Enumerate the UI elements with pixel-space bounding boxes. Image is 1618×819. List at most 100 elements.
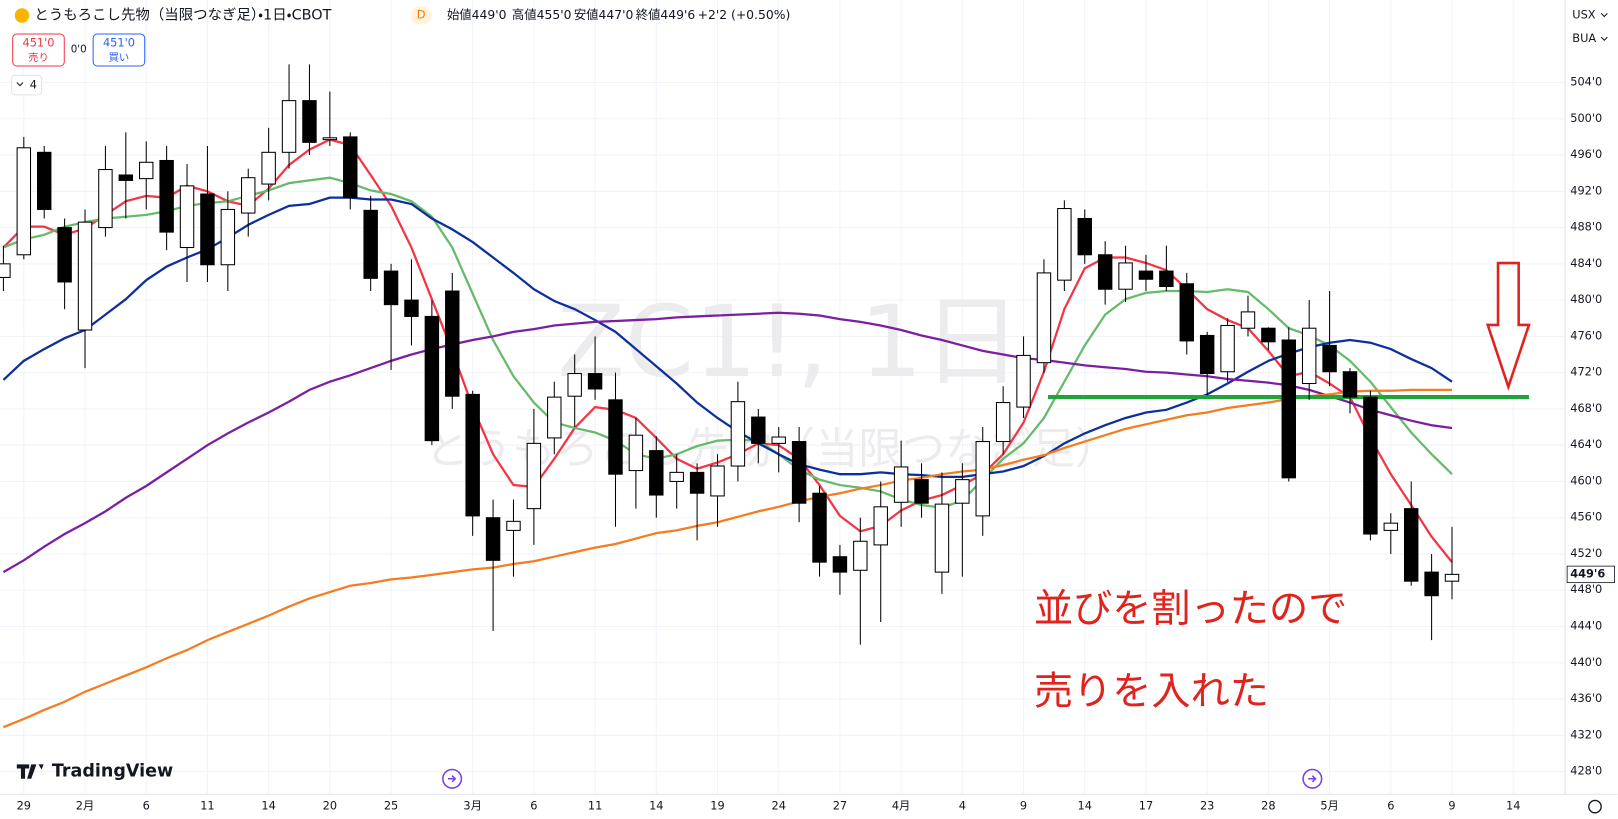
x-tick-label: 2月 xyxy=(76,799,95,813)
x-tick-label: 14 xyxy=(1506,799,1520,813)
sell-label: 売り xyxy=(28,51,49,64)
candle-body xyxy=(832,556,848,573)
down-arrow xyxy=(1485,261,1531,391)
ohlc-low: 安値447'0 xyxy=(574,7,634,22)
price-axis-panel xyxy=(1565,0,1618,819)
y-tick-label: 488'0 xyxy=(1570,220,1602,234)
candle-body xyxy=(771,436,786,444)
candle-body xyxy=(322,137,338,141)
candle-body xyxy=(506,520,521,531)
x-tick-label: 14 xyxy=(261,799,275,813)
annotation-line: 売りを入れた xyxy=(1034,670,1269,715)
ohlc-high: 高値455'0 xyxy=(512,7,572,22)
candle-body xyxy=(628,434,644,472)
candle-body xyxy=(98,169,113,229)
candle-body xyxy=(77,221,93,331)
y-tick-label: 480'0 xyxy=(1570,292,1602,306)
buy-label: 買い xyxy=(109,52,130,64)
sell-price: 451'0 xyxy=(23,35,55,49)
candle-body xyxy=(383,270,399,306)
candle-body xyxy=(281,100,297,153)
event-icons xyxy=(442,768,1323,789)
candle-body xyxy=(445,290,460,397)
last-price-tag xyxy=(1566,565,1616,584)
candle-body xyxy=(669,471,684,482)
candle-body xyxy=(220,208,236,266)
candle-body xyxy=(302,100,317,143)
candle-body xyxy=(547,396,562,439)
y-tick-label: 428'0 xyxy=(1570,764,1602,778)
y-tick-label: 436'0 xyxy=(1570,691,1602,705)
time-axis-panel xyxy=(0,794,1618,819)
candle-body xyxy=(57,227,72,283)
x-tick-label: 19 xyxy=(710,799,724,813)
x-tick-label: 6 xyxy=(143,799,150,813)
y-tick-label: 444'0 xyxy=(1570,619,1602,633)
moving-average xyxy=(2,388,1453,729)
candle-body xyxy=(1261,327,1276,343)
x-tick-label: 29 xyxy=(17,799,31,813)
candle-body xyxy=(1444,573,1460,582)
candle-body xyxy=(751,416,766,444)
y-tick-label: 460'0 xyxy=(1570,473,1602,487)
grid xyxy=(0,0,1566,795)
candle-body xyxy=(567,373,582,397)
unit[interactable]: BUA xyxy=(1572,31,1596,45)
chevron xyxy=(16,82,24,87)
x-tick-label: 11 xyxy=(588,799,602,813)
x-tick-label: 11 xyxy=(200,799,214,813)
candle-body xyxy=(1016,354,1031,408)
candle-body xyxy=(1179,283,1194,342)
buy-price: 451'0 xyxy=(103,35,135,49)
x-tick-label: 20 xyxy=(323,799,337,813)
candle-body xyxy=(404,299,419,317)
moving-average xyxy=(2,196,1453,479)
candle-body xyxy=(934,503,950,573)
candle-body xyxy=(200,193,215,266)
ohlc-change: +2'2 (+0.50%) xyxy=(698,8,791,22)
buy-button[interactable] xyxy=(92,33,146,67)
candle-body xyxy=(812,492,827,563)
indicator-toggle[interactable] xyxy=(11,74,43,96)
symbol-title: とうもろこし先物（当限つなぎ足）・1日・CBOT xyxy=(34,6,331,23)
candle-body xyxy=(118,174,134,181)
y-tick-label: 496'0 xyxy=(1570,147,1602,161)
y-tick-label: 492'0 xyxy=(1570,183,1602,197)
candle-body xyxy=(159,159,174,233)
annotation-line: 並びを割ったので xyxy=(1034,587,1348,632)
candle-body xyxy=(363,209,378,279)
interval-badge: D xyxy=(417,7,426,21)
event-icon-glyph xyxy=(1308,775,1317,783)
candle-body xyxy=(791,441,807,504)
candle-body xyxy=(1220,324,1235,373)
event-icon-glyph xyxy=(447,775,457,783)
candle-body xyxy=(1199,334,1215,375)
y-tick-label: 472'0 xyxy=(1570,365,1602,379)
candle-body xyxy=(608,399,623,475)
candle-body xyxy=(1342,371,1358,398)
brand-logo xyxy=(16,764,44,779)
candle-body xyxy=(0,263,11,278)
last-price-label: 449'6 xyxy=(1570,566,1605,580)
candle-body xyxy=(424,315,440,442)
annotations: 並びを割ったので 売りを入れた xyxy=(1034,261,1531,715)
candle-body xyxy=(1363,396,1378,535)
brand-name: TradingView xyxy=(52,762,173,782)
y-tick-label: 500'0 xyxy=(1570,111,1602,125)
y-tick-label: 448'0 xyxy=(1570,582,1602,596)
chevron xyxy=(1600,36,1608,41)
sell-button[interactable] xyxy=(12,33,65,67)
candle-body xyxy=(343,136,358,199)
x-tick-label: 17 xyxy=(1139,799,1153,813)
x-tick-label: 28 xyxy=(1261,799,1275,813)
settings-icon[interactable] xyxy=(1588,799,1602,814)
candle-body xyxy=(16,147,32,256)
candle-body xyxy=(1322,344,1337,373)
currency[interactable]: USX xyxy=(1572,7,1595,21)
candle-body xyxy=(1138,270,1154,280)
candle-body xyxy=(873,506,888,546)
candle-body xyxy=(1301,327,1317,385)
candle-body xyxy=(914,479,929,504)
